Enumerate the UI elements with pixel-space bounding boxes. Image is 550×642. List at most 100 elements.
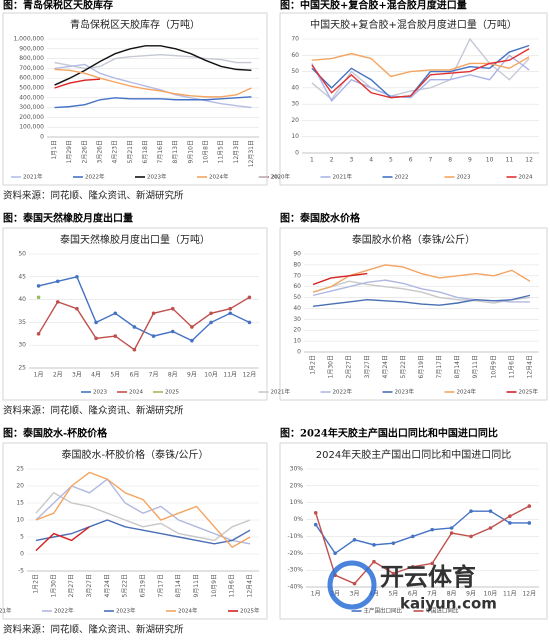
- x-tick-label: 11月5日: [218, 140, 225, 163]
- x-tick-label: 10月8日: [203, 140, 210, 163]
- data-point: [190, 338, 194, 343]
- y-tick-label: 50: [293, 294, 301, 301]
- data-point: [228, 306, 233, 311]
- x-tick-label: 5: [389, 157, 393, 164]
- x-tick-label: 5月21日: [127, 140, 134, 163]
- data-point: [391, 571, 396, 576]
- x-tick-label: 5月22日: [400, 355, 407, 378]
- data-point: [313, 522, 318, 527]
- legend-label: 2024: [129, 390, 143, 396]
- x-tick-label: 1月30日: [50, 574, 57, 597]
- source-note: 资料来源：同花顺、隆众资讯、新湖研究所: [3, 190, 184, 202]
- series-line: [315, 505, 530, 585]
- y-tick-label: 400,000: [19, 94, 44, 101]
- x-tick-label: 1月: [311, 591, 321, 598]
- y-tick-label: 40: [293, 305, 301, 312]
- x-tick-label: 7月17日: [436, 355, 443, 378]
- data-point: [391, 541, 396, 545]
- x-tick-label: 6月19日: [418, 355, 425, 378]
- x-tick-label: 6月18日: [142, 140, 149, 163]
- x-tick-label: 12: [525, 157, 533, 164]
- y-tick-label: 0: [40, 134, 44, 141]
- y-tick-label: 0: [20, 551, 24, 558]
- watermark-site: kaiyun.com: [400, 595, 497, 613]
- legend-label: 2023年: [116, 607, 136, 615]
- series-line: [312, 272, 368, 286]
- y-tick-label: -40%: [287, 584, 303, 591]
- data-point: [36, 284, 41, 288]
- y-tick-label: -20%: [287, 550, 303, 557]
- x-tick-label: 1月: [34, 372, 44, 379]
- data-point: [372, 559, 376, 564]
- x-tick-label: 1月2日: [310, 355, 317, 375]
- x-tick-label: 6月19日: [140, 574, 147, 597]
- data-point: [430, 527, 435, 532]
- x-tick-label: 10月: [484, 591, 498, 598]
- legend-label: 2022年: [333, 388, 353, 396]
- data-point: [410, 534, 415, 539]
- x-tick-label: 4月24日: [104, 574, 111, 597]
- legend-label: 2020年: [271, 173, 291, 181]
- data-point: [488, 526, 493, 530]
- y-tick-label: 20: [293, 327, 301, 334]
- x-tick-label: 9月: [466, 591, 476, 598]
- data-point: [228, 311, 233, 316]
- x-tick-label: 12月4日: [247, 574, 254, 597]
- data-point: [508, 514, 512, 518]
- x-tick-label: 4月: [91, 372, 101, 379]
- x-tick-label: 3月27日: [364, 355, 371, 378]
- data-point: [449, 526, 454, 530]
- y-tick-label: -10%: [287, 533, 303, 540]
- chart-title: 泰国胶水价格（泰铢/公斤）: [352, 233, 475, 246]
- x-tick-label: 4月23日: [112, 140, 119, 163]
- series-line: [35, 526, 90, 552]
- y-tick-label: 15: [16, 500, 24, 507]
- y-tick-label: 10: [293, 338, 301, 345]
- data-point: [209, 311, 213, 316]
- data-point: [209, 320, 213, 325]
- data-point: [151, 334, 156, 338]
- data-point: [449, 531, 454, 535]
- x-tick-label: 7月17日: [157, 574, 164, 597]
- legend-label: 2022年: [54, 607, 74, 615]
- y-tick-label: 1,000,000: [13, 36, 44, 43]
- y-tick-label: 30: [18, 342, 26, 349]
- x-tick-label: 6月: [408, 591, 418, 598]
- x-tick-label: 12月31日: [248, 140, 255, 167]
- legend-label: 中国进口同比: [426, 607, 460, 615]
- y-tick-label: 0%: [293, 516, 303, 523]
- legend-label: 2024年: [457, 388, 477, 396]
- x-tick-label: 12月4日: [526, 355, 533, 378]
- y-tick-label: 50: [291, 68, 299, 75]
- figure-caption: 图：泰国胶水-杯胶价格: [3, 427, 108, 440]
- data-point: [410, 564, 415, 569]
- y-tick-label: 70: [293, 272, 301, 279]
- x-tick-label: 6月: [130, 372, 140, 379]
- x-tick-label: 1月2日: [32, 574, 39, 594]
- data-point: [94, 320, 98, 325]
- data-point: [488, 509, 493, 513]
- figure-caption: 图：中国天胶+复合胶+混合胶月度进口量: [280, 0, 467, 12]
- chart-title: 泰国天然橡胶月度出口量（万吨）: [60, 233, 210, 246]
- y-tick-label: 90: [293, 251, 301, 258]
- watermark-logo: [327, 560, 377, 610]
- legend-label: 2025: [165, 390, 179, 396]
- x-tick-label: 2月: [53, 372, 63, 379]
- data-point: [36, 332, 41, 336]
- series-line: [312, 280, 531, 304]
- data-point: [55, 279, 60, 284]
- y-tick-label: 700,000: [19, 65, 44, 72]
- x-tick-label: 5月: [388, 591, 398, 598]
- series-line: [54, 78, 101, 89]
- y-tick-label: 30: [291, 101, 299, 108]
- y-tick-label: 600,000: [19, 75, 44, 82]
- legend-label: 2021年: [0, 607, 12, 615]
- series-line: [311, 52, 530, 78]
- data-point: [132, 325, 137, 329]
- y-tick-label: 100,000: [19, 124, 44, 131]
- source-note: 资料来源：同花顺、隆众资讯、新湖研究所: [3, 405, 184, 417]
- series-line: [54, 63, 252, 109]
- chart-title: 2024年天胶主产国出口同比和中国进口同比: [316, 448, 511, 461]
